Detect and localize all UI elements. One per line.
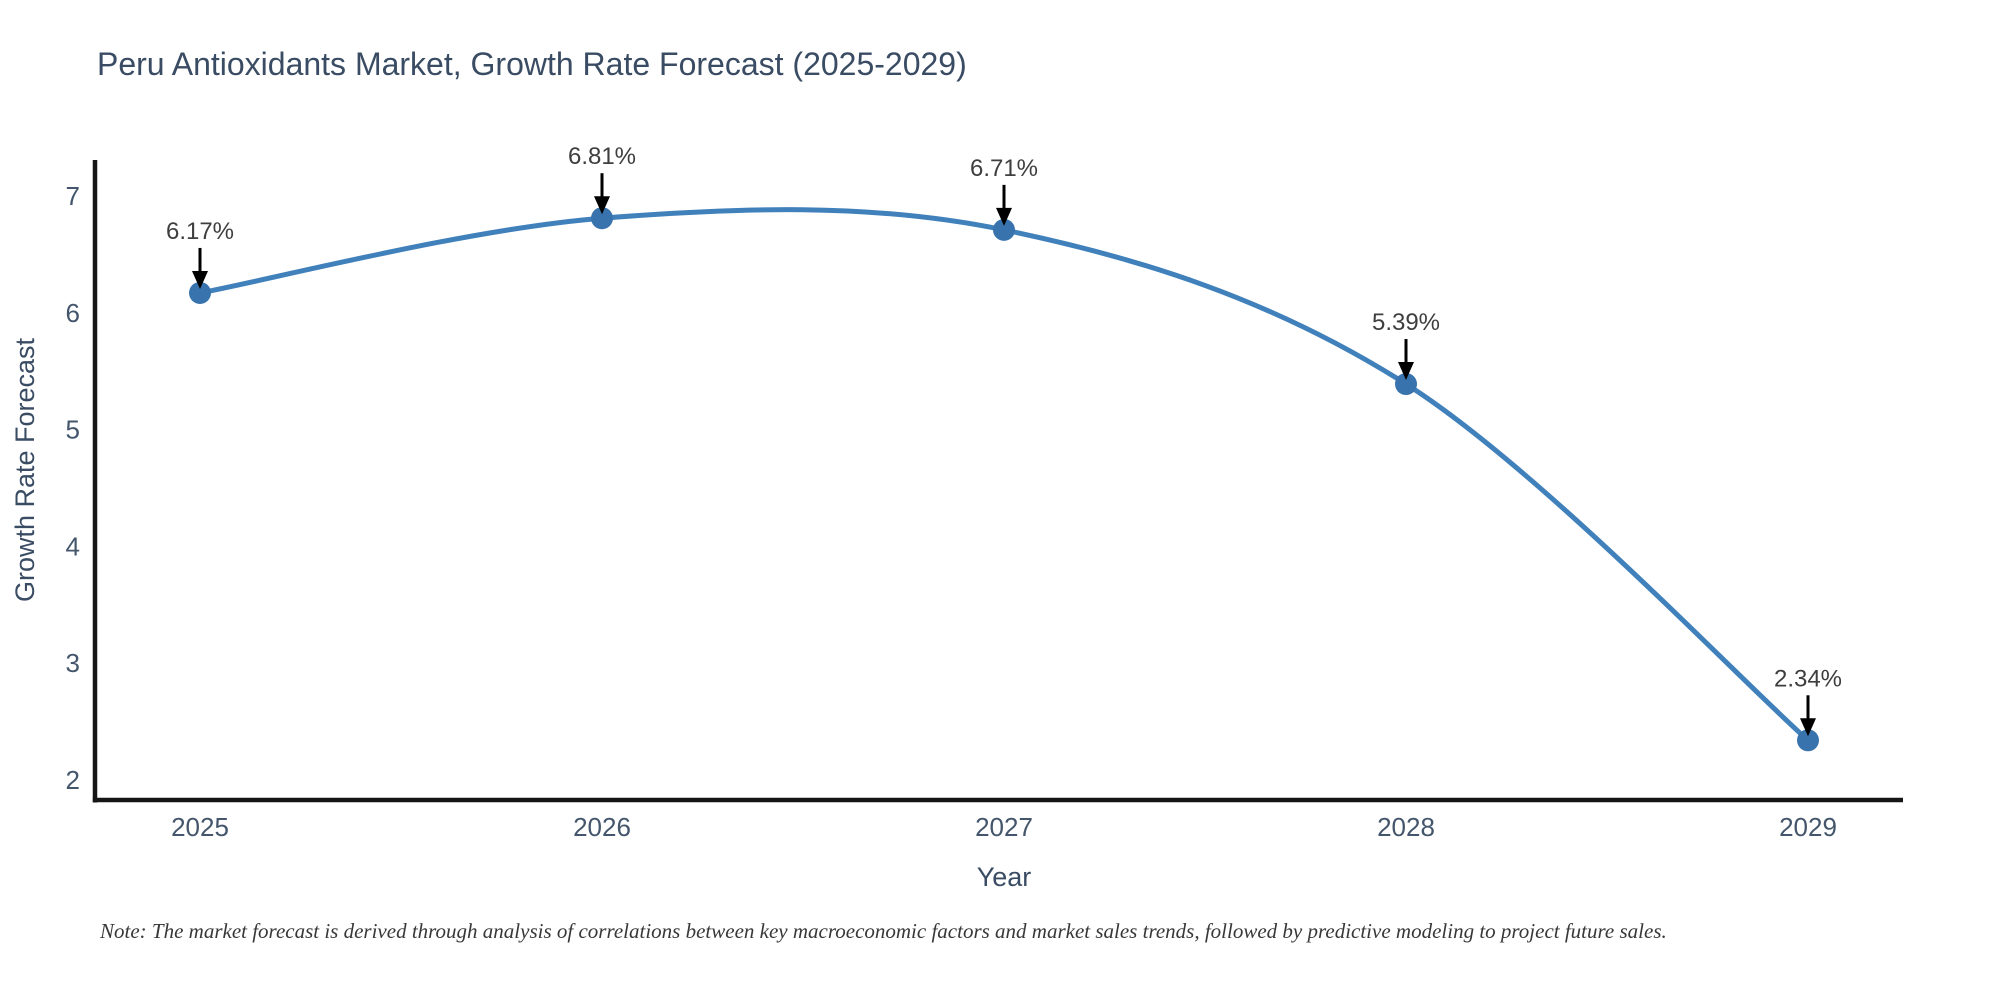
x-tick-label: 2028 [1377, 812, 1435, 842]
data-point-annotation: 5.39% [1372, 309, 1440, 336]
y-tick-label: 2 [66, 765, 80, 795]
x-tick-label: 2029 [1779, 812, 1837, 842]
annotation-arrow-head [1800, 718, 1816, 737]
y-tick-label: 7 [66, 181, 80, 211]
annotation-arrow-head [996, 207, 1012, 226]
x-tick-label: 2027 [975, 812, 1033, 842]
x-axis-title: Year [977, 862, 1032, 892]
y-tick-label: 4 [66, 531, 80, 561]
y-axis-ticks: 2 3 4 5 6 7 [66, 181, 80, 795]
footnote: Note: The market forecast is derived thr… [99, 919, 1667, 943]
annotation-arrow-head [594, 196, 610, 215]
y-tick-label: 3 [66, 648, 80, 678]
data-point-annotation: 6.17% [166, 218, 234, 245]
x-tick-label: 2026 [573, 812, 631, 842]
chart-title: Peru Antioxidants Market, Growth Rate Fo… [97, 46, 967, 82]
data-point-marker [189, 281, 211, 304]
forecast-spline-line [197, 207, 1811, 743]
data-point-annotation: 6.81% [568, 143, 636, 170]
y-axis-title: Growth Rate Forecast [10, 337, 40, 602]
plot-area: 6.17% 6.81% 6.71% 5.39% 2.34% [166, 143, 1842, 752]
data-point-annotation: 2.34% [1774, 665, 1842, 692]
data-point-marker [591, 207, 613, 230]
data-point-marker [1395, 373, 1417, 396]
x-axis-ticks: 2025 2026 2027 2028 2029 [171, 812, 1837, 842]
annotation-arrow-head [192, 270, 208, 289]
data-point-annotation: 6.71% [970, 155, 1038, 182]
data-point-marker [993, 218, 1015, 241]
annotation-arrow-head [1398, 362, 1414, 381]
y-tick-label: 6 [66, 298, 80, 328]
y-tick-label: 5 [66, 415, 80, 445]
data-point-marker [1797, 729, 1819, 752]
x-tick-label: 2025 [171, 812, 229, 842]
